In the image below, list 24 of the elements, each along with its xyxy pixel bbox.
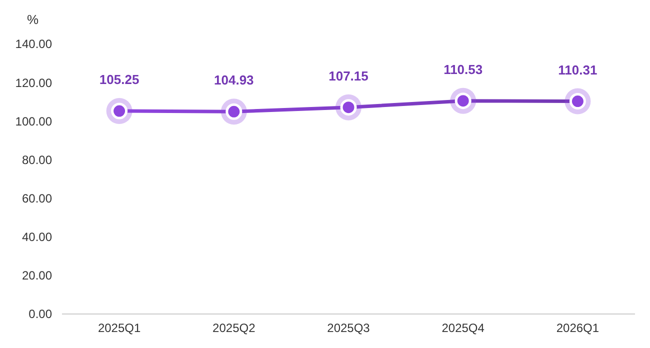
x-tick-label: 2026Q1: [556, 321, 600, 335]
x-tick-label: 2025Q4: [442, 321, 485, 335]
x-tick-label: 2025Q3: [327, 321, 370, 335]
x-tick-label: 2025Q2: [212, 321, 256, 335]
data-label: 110.53: [444, 62, 483, 77]
data-label: 107.15: [328, 68, 368, 84]
data-label: 104.93: [214, 72, 254, 88]
y-tick-label: 120.00: [15, 76, 52, 90]
x-tick-label: 2025Q1: [98, 321, 141, 335]
y-tick-label: 140.00: [15, 37, 52, 52]
y-tick-label: 40.00: [22, 230, 52, 244]
point: [220, 98, 247, 125]
y-axis-title: %: [27, 12, 39, 27]
y-tick-label: 0.00: [28, 307, 52, 322]
y-tick-label: 80.00: [22, 152, 52, 167]
data-label: 105.25: [99, 72, 140, 88]
point: [106, 98, 132, 124]
y-tick-label: 100.00: [15, 114, 52, 128]
point: [564, 88, 591, 114]
data-label: 110.31: [558, 62, 598, 78]
point: [450, 88, 476, 114]
y-tick-label: 60.00: [22, 191, 52, 206]
y-tick-label: 20.00: [22, 268, 52, 283]
point: [336, 94, 362, 120]
